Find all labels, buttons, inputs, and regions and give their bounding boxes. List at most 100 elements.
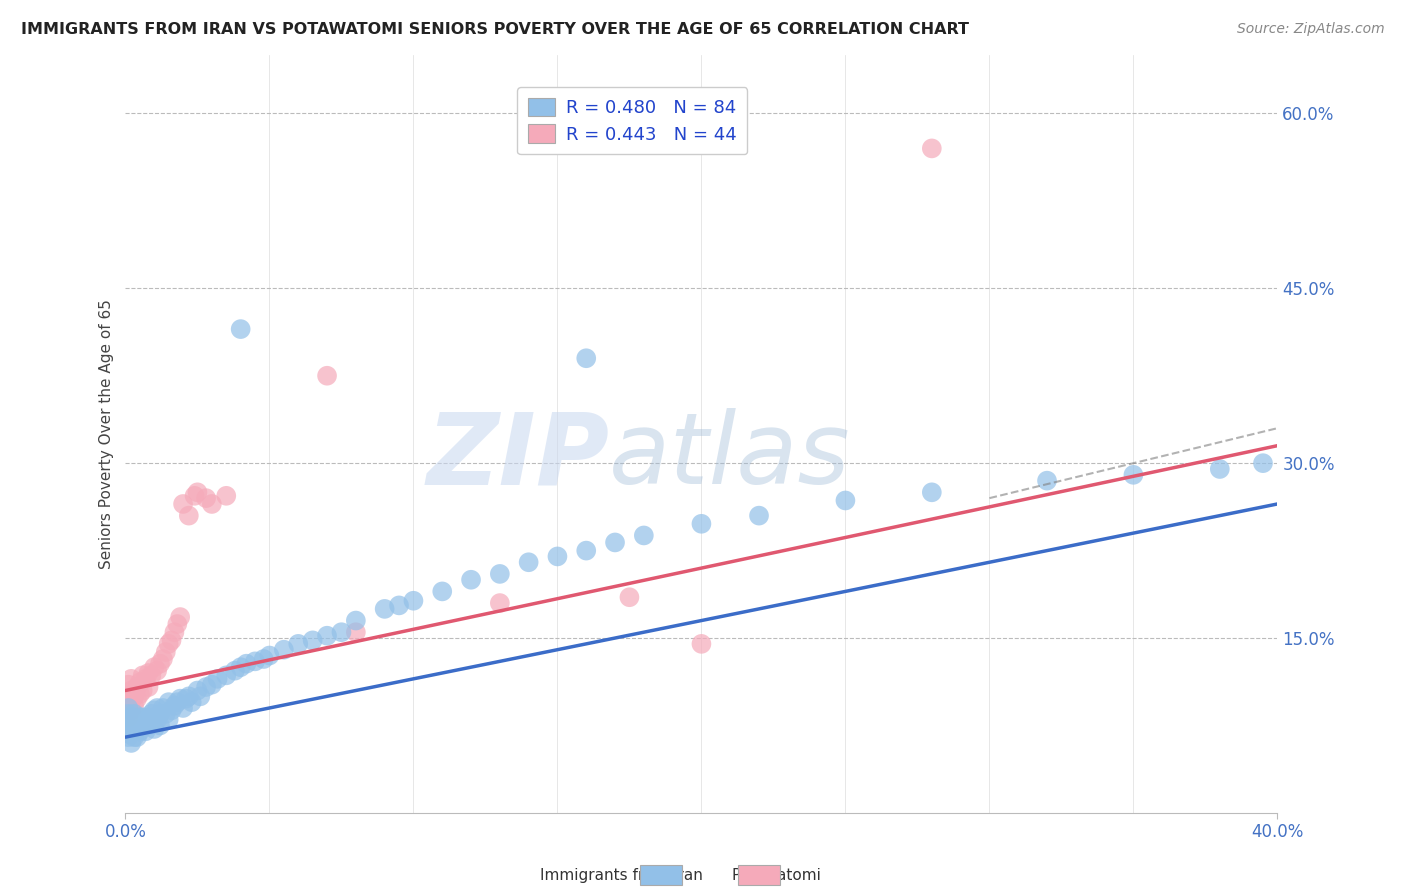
- Point: [120, 736, 142, 750]
- Text: Potawatomi: Potawatomi: [731, 869, 821, 883]
- Point: [138, 680, 160, 694]
- Point: [748, 508, 770, 523]
- Point: [146, 701, 169, 715]
- Point: [132, 718, 155, 732]
- Point: [128, 687, 150, 701]
- Point: [921, 485, 943, 500]
- Point: [195, 491, 218, 505]
- Point: [215, 489, 238, 503]
- Point: [117, 678, 139, 692]
- Point: [229, 322, 252, 336]
- Point: [183, 489, 205, 503]
- Point: [120, 695, 142, 709]
- Point: [160, 633, 183, 648]
- Point: [374, 602, 396, 616]
- Point: [229, 660, 252, 674]
- Point: [120, 672, 142, 686]
- Point: [149, 718, 172, 732]
- Point: [125, 722, 148, 736]
- Point: [259, 648, 281, 663]
- Point: [117, 713, 139, 727]
- Point: [120, 726, 142, 740]
- Point: [135, 672, 157, 686]
- Point: [344, 614, 367, 628]
- Point: [1122, 467, 1144, 482]
- Point: [201, 497, 224, 511]
- Point: [575, 543, 598, 558]
- Point: [157, 637, 180, 651]
- Point: [517, 555, 540, 569]
- Point: [157, 695, 180, 709]
- Point: [149, 657, 172, 671]
- Point: [128, 717, 150, 731]
- Text: IMMIGRANTS FROM IRAN VS POTAWATOMI SENIORS POVERTY OVER THE AGE OF 65 CORRELATIO: IMMIGRANTS FROM IRAN VS POTAWATOMI SENIO…: [21, 22, 969, 37]
- Point: [117, 726, 139, 740]
- Point: [215, 668, 238, 682]
- Point: [143, 660, 166, 674]
- Point: [330, 625, 353, 640]
- Point: [188, 690, 211, 704]
- Point: [120, 683, 142, 698]
- Point: [132, 683, 155, 698]
- Point: [160, 703, 183, 717]
- Point: [316, 629, 339, 643]
- Point: [132, 668, 155, 682]
- Point: [120, 718, 142, 732]
- Point: [253, 652, 276, 666]
- Point: [152, 652, 174, 666]
- Text: Immigrants from Iran: Immigrants from Iran: [540, 869, 703, 883]
- Point: [141, 714, 163, 729]
- Point: [575, 351, 598, 366]
- Point: [207, 672, 229, 686]
- Point: [117, 730, 139, 744]
- Point: [1036, 474, 1059, 488]
- Point: [120, 703, 142, 717]
- Point: [224, 664, 246, 678]
- Point: [177, 508, 200, 523]
- Point: [633, 528, 655, 542]
- Point: [122, 698, 145, 713]
- Point: [169, 691, 191, 706]
- Point: [143, 703, 166, 717]
- Point: [546, 549, 568, 564]
- Point: [125, 691, 148, 706]
- Point: [117, 722, 139, 736]
- Point: [146, 664, 169, 678]
- Point: [201, 678, 224, 692]
- Point: [489, 596, 512, 610]
- Point: [460, 573, 482, 587]
- Point: [120, 722, 142, 736]
- Point: [122, 730, 145, 744]
- Point: [174, 691, 197, 706]
- Text: atlas: atlas: [609, 409, 851, 505]
- Point: [186, 683, 208, 698]
- Point: [316, 368, 339, 383]
- Point: [128, 710, 150, 724]
- Point: [138, 718, 160, 732]
- Point: [149, 706, 172, 721]
- Point: [155, 706, 177, 721]
- Point: [138, 710, 160, 724]
- Point: [619, 591, 641, 605]
- Point: [141, 668, 163, 682]
- Point: [117, 710, 139, 724]
- Point: [690, 516, 713, 531]
- Point: [125, 680, 148, 694]
- Point: [163, 698, 186, 713]
- Point: [273, 642, 295, 657]
- Point: [287, 637, 309, 651]
- Point: [122, 690, 145, 704]
- Point: [117, 701, 139, 715]
- Point: [117, 718, 139, 732]
- Legend: R = 0.480   N = 84, R = 0.443   N = 44: R = 0.480 N = 84, R = 0.443 N = 44: [517, 87, 748, 154]
- Point: [128, 724, 150, 739]
- Point: [152, 701, 174, 715]
- Point: [432, 584, 454, 599]
- Point: [125, 730, 148, 744]
- Point: [186, 485, 208, 500]
- Point: [163, 625, 186, 640]
- Point: [122, 714, 145, 729]
- Point: [1209, 462, 1232, 476]
- Point: [166, 695, 188, 709]
- Point: [135, 724, 157, 739]
